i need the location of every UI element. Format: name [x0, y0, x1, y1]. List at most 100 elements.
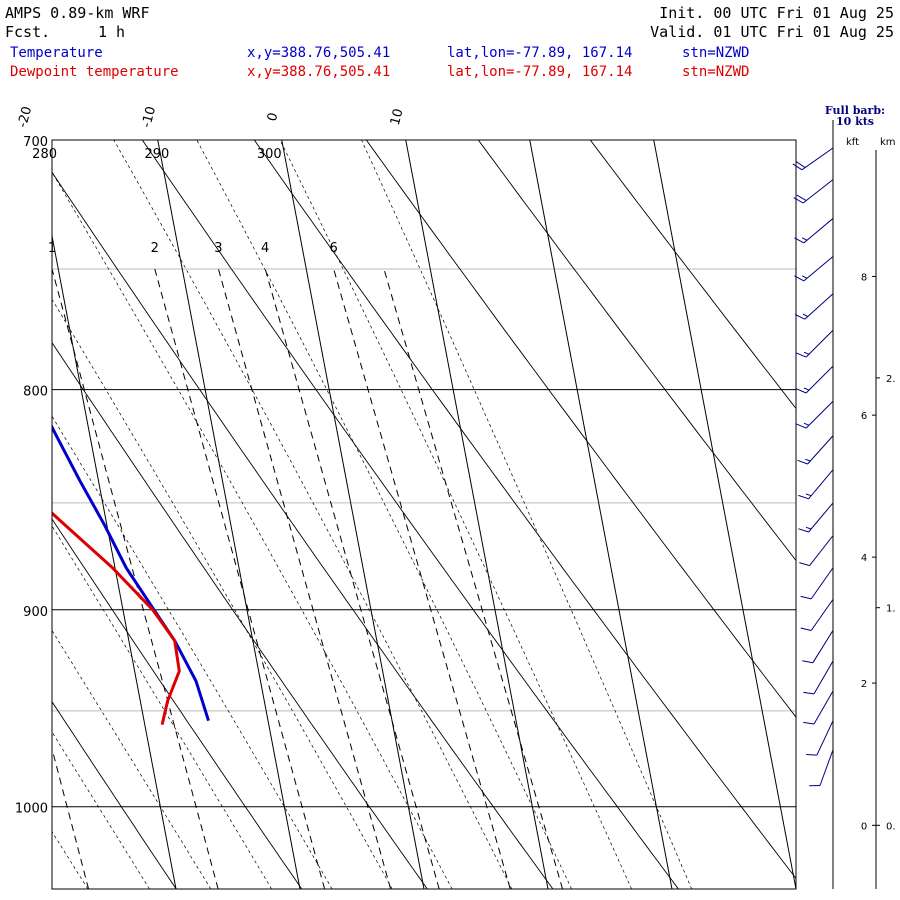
wind-barb: [796, 365, 834, 394]
isotherm-label-group-10: 10: [388, 107, 407, 127]
wind-barb-panel: Full barb: 10 kts kft km 0 2 4 6 8 0. 1. 2.: [792, 104, 896, 889]
mixing-ratio-0.4: [52, 746, 90, 889]
dry-adiabat-290: [141, 140, 679, 889]
dry-adiabat-300: [253, 140, 796, 880]
wind-barb-flag: [803, 721, 815, 725]
kft-tick-label-4: 4: [861, 553, 867, 564]
wind-barb-flag: [800, 595, 812, 600]
wind-barb: [796, 400, 834, 429]
kft-tick-label-6: 6: [861, 411, 867, 422]
pressure-label-1000: 1000: [15, 802, 48, 817]
wind-barb-staff: [802, 179, 834, 204]
wind-barb-staff: [809, 535, 834, 566]
wind-barb-half-flag: [805, 526, 812, 530]
moist-adiabat-5: [113, 140, 513, 889]
dry-adiabat-label-280: 280: [32, 147, 57, 162]
kft-tick-label-2: 2: [861, 679, 867, 690]
isotherm-30: [653, 140, 796, 889]
wind-barb-half-flag: [805, 493, 812, 497]
valid-time: Valid. 01 UTC Fri 01 Aug 25: [650, 23, 894, 41]
plot-area: [0, 127, 796, 889]
plot-frame: [51, 139, 797, 890]
wind-barb-flag: [806, 754, 817, 756]
wind-barb-flag: [793, 197, 804, 204]
legend: Temperature x,y=388.76,505.41 lat,lon=-7…: [10, 45, 749, 80]
series-dewpoint: [52, 511, 181, 725]
wind-barb-flag: [799, 562, 810, 567]
moist-adiabat--20: [52, 629, 212, 889]
dry-adiabat-330: [589, 140, 796, 410]
dry-adiabat-250: [52, 700, 177, 889]
dry-adiabat-260: [52, 518, 303, 889]
isotherm-10: [405, 140, 549, 889]
isotherm-label--20: -20: [15, 105, 35, 129]
dry-adiabat-280: [52, 171, 554, 889]
wind-barb-half-flag: [802, 313, 808, 317]
wind-barb-staff: [813, 660, 834, 695]
dry-adiabat-lines: [0, 140, 796, 889]
wind-barb: [792, 147, 834, 171]
moist-adiabat-0: [52, 171, 453, 889]
dry-adiabat-label-300: 300: [257, 147, 282, 162]
dry-adiabat-240: [0, 140, 51, 889]
mixing-ratio-4: [264, 268, 440, 889]
mixing-ratio-8: [383, 268, 564, 889]
wind-barb-staff: [808, 469, 834, 500]
profile-series: [52, 423, 210, 725]
isotherm-label-group--10: -10: [139, 105, 159, 129]
wind-barb-flag: [796, 352, 807, 358]
kft-tick-label-0: 0: [861, 821, 867, 832]
wind-barb: [800, 567, 834, 600]
pressure-label-900: 900: [23, 605, 48, 620]
mixing-ratio-lines: [52, 268, 564, 889]
wind-barb: [803, 660, 834, 695]
moist-adiabat-15: [279, 140, 632, 889]
legend-temperature-name: Temperature: [10, 45, 103, 61]
legend-dewpoint-latlon: lat,lon=-77.89, 167.14: [447, 64, 632, 80]
wind-barb-half-flag: [801, 275, 808, 279]
wind-barb: [794, 256, 834, 282]
wind-barb-staff: [819, 749, 834, 786]
dry-adiabat-label-290: 290: [144, 147, 169, 162]
wind-barb-flag: [796, 423, 807, 429]
barb-panel-title: Full barb:: [825, 104, 885, 117]
wind-barb: [799, 535, 834, 567]
dry-adiabat-320: [477, 140, 796, 562]
moist-adiabat--30: [52, 831, 89, 889]
moist-adiabat--35: [0, 127, 26, 889]
isotherm-label-0: 0: [265, 111, 282, 123]
wind-barb-half-flag: [803, 387, 810, 391]
mixing-ratio-1: [52, 268, 219, 889]
wind-barb-flag: [795, 161, 806, 168]
wind-barb-flag: [800, 627, 812, 631]
init-time: Init. 00 UTC Fri 01 Aug 25: [659, 4, 894, 22]
wind-barb-flag: [803, 691, 815, 695]
isotherm-0: [281, 140, 425, 889]
dry-adiabat-310: [365, 140, 796, 718]
wind-barb-flag: [794, 275, 805, 282]
wind-barb-half-flag: [803, 351, 810, 355]
wind-barb: [802, 630, 834, 664]
moist-adiabat--10: [52, 415, 333, 889]
wind-barb-staff: [813, 690, 834, 725]
model-title: AMPS 0.89-km WRF: [5, 4, 150, 22]
wind-barb-flag: [792, 163, 803, 171]
isotherm-20: [529, 140, 673, 889]
wind-barb-flag: [796, 194, 807, 202]
wind-barb-staff: [801, 147, 834, 171]
legend-temperature-xy: x,y=388.76,505.41: [247, 45, 390, 61]
legend-temperature-stn: stn=NZWD: [682, 45, 749, 61]
wind-barb-staff: [805, 329, 834, 358]
wind-barb-staff: [805, 400, 834, 429]
wind-barb: [794, 218, 834, 244]
legend-dewpoint-xy: x,y=388.76,505.41: [247, 64, 390, 80]
wind-barb: [798, 469, 834, 500]
mixing-ratio-label-1: 1: [48, 241, 56, 256]
moist-adiabat-20: [361, 140, 693, 889]
kft-axis-label: kft: [846, 137, 859, 148]
isobar-lines: [52, 139, 796, 808]
wind-barb-staff: [807, 435, 834, 465]
km-tick-label-0.: 0.: [886, 821, 896, 832]
legend-dewpoint-stn: stn=NZWD: [682, 64, 749, 80]
mixing-ratio-label-2: 2: [151, 241, 159, 256]
